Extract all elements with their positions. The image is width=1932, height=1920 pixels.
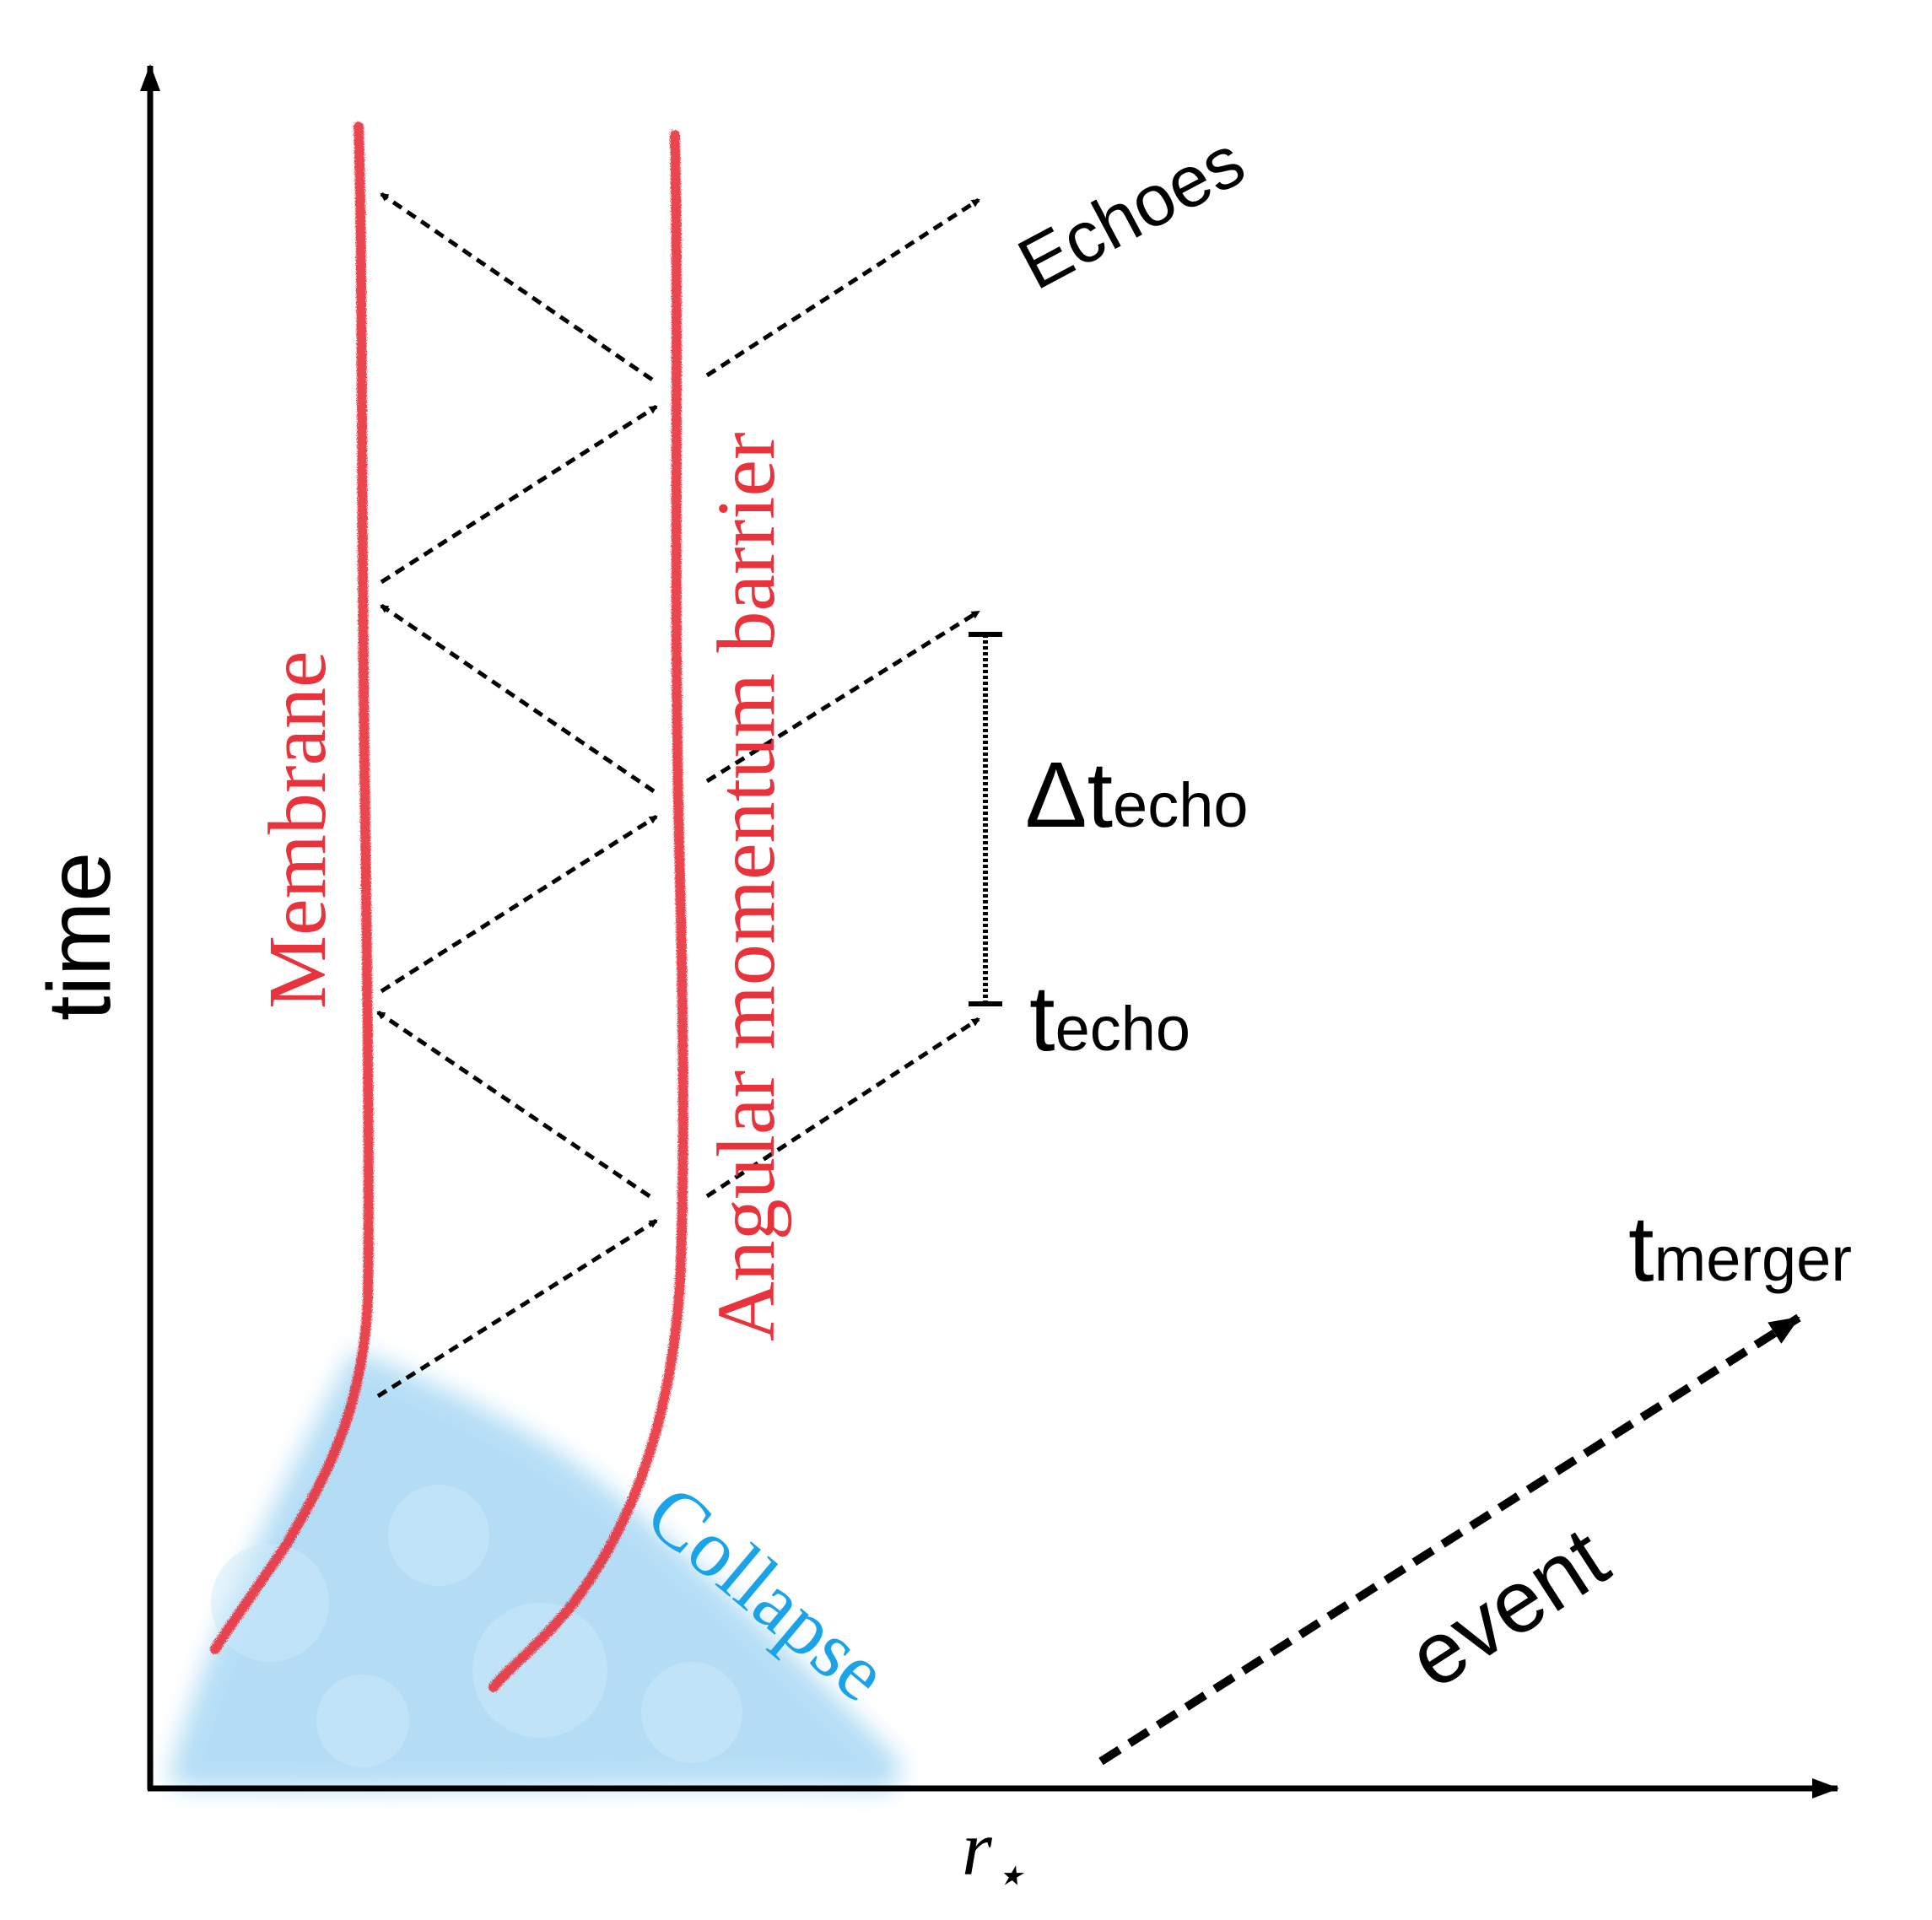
echo-arrows: [376, 191, 980, 1399]
t-merger-label: tmerger: [1628, 1197, 1852, 1301]
y-axis-label: time: [30, 852, 129, 1021]
collapse-cloud-texture: [211, 1485, 742, 1767]
echo-arrow-7: [380, 404, 658, 585]
echo-arrow-8: [380, 191, 654, 382]
echoes-label: Echoes: [1006, 120, 1257, 305]
delta-t-echo-subscript: echo: [1113, 770, 1248, 840]
echo-arrow-1: [376, 1218, 658, 1399]
echo-arrow-6: [705, 609, 980, 784]
x-axis-label: r⋆: [962, 1805, 1026, 1905]
echo-arrow-4: [380, 814, 658, 994]
barrier-curve: [488, 130, 688, 1692]
event-label: event: [1391, 1508, 1625, 1707]
delta-t-bracket: [969, 632, 1002, 1006]
t-echo-symbol: t: [1029, 967, 1055, 1071]
x-axis-label-main: r: [962, 1805, 993, 1891]
delta-t-echo-label: Δtecho: [1025, 743, 1249, 847]
echo-arrow-5: [380, 603, 656, 794]
t-merger-subscript: merger: [1654, 1224, 1852, 1294]
echo-arrow-9: [705, 197, 980, 378]
echo-arrow-3: [705, 1017, 980, 1199]
event-arrow: [1098, 1313, 1801, 1766]
barrier-label: Angular momentum barrier: [701, 432, 792, 1341]
x-axis-label-sub: ⋆: [992, 1845, 1026, 1905]
membrane-label: Membrane: [252, 651, 343, 1010]
delta-t-echo-symbol: Δt: [1025, 743, 1113, 847]
t-echo-subscript: echo: [1055, 994, 1190, 1064]
t-echo-label: techo: [1029, 967, 1190, 1071]
t-merger-symbol: t: [1628, 1197, 1654, 1301]
membrane-curve: [210, 121, 374, 1654]
echo-arrow-2: [376, 1010, 651, 1199]
